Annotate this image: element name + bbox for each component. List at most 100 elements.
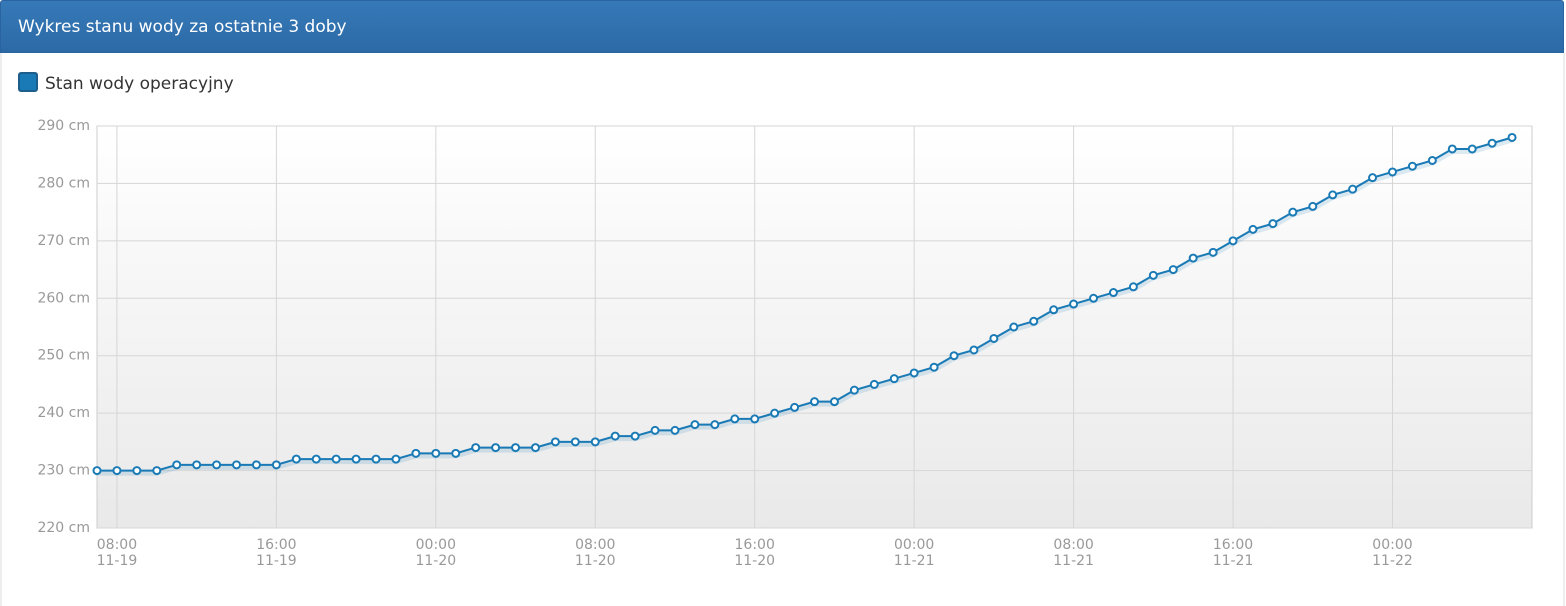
point: [929, 362, 939, 372]
point: [909, 368, 919, 378]
x-tick-label: 00:00: [416, 537, 456, 553]
point: [431, 448, 441, 458]
point: [1128, 282, 1138, 292]
legend-label[interactable]: Stan wody operacyjny: [45, 74, 234, 94]
point: [630, 431, 640, 441]
point: [152, 466, 162, 476]
point: [670, 425, 680, 435]
point: [710, 420, 720, 430]
x-tick-label: 11-21: [894, 553, 935, 569]
y-tick-label: 220 cm: [37, 520, 90, 536]
point: [849, 385, 859, 395]
x-tick-label: 11-22: [1372, 553, 1413, 569]
x-tick-label: 11-20: [575, 553, 616, 569]
x-tick-label: 11-19: [97, 553, 138, 569]
point: [351, 454, 361, 464]
point: [291, 454, 301, 464]
point: [1447, 144, 1457, 154]
x-tick-label: 00:00: [894, 537, 934, 553]
x-tick-label: 11-20: [415, 553, 456, 569]
point: [232, 460, 242, 470]
point: [590, 437, 600, 447]
x-tick-label: 00:00: [1372, 537, 1412, 553]
point: [1009, 322, 1019, 332]
point: [212, 460, 222, 470]
point: [1248, 224, 1258, 234]
point: [869, 379, 879, 389]
point: [810, 397, 819, 407]
x-tick-label: 08:00: [97, 537, 137, 553]
panel-header: Wykres stanu wody za ostatnie 3 doby: [0, 0, 1564, 53]
point: [1407, 161, 1417, 171]
y-tick-label: 260 cm: [37, 290, 90, 306]
point: [1427, 155, 1437, 165]
x-tick-label: 11-19: [256, 553, 297, 569]
point: [969, 345, 979, 355]
point: [770, 408, 780, 418]
point: [1148, 270, 1158, 280]
point: [610, 431, 620, 441]
point: [371, 454, 381, 464]
point: [391, 454, 401, 464]
point: [1228, 236, 1238, 246]
point: [1507, 132, 1517, 142]
point: [192, 460, 202, 470]
point: [511, 443, 521, 453]
point: [1069, 299, 1079, 309]
point: [271, 460, 281, 470]
point: [989, 333, 999, 343]
x-tick-label: 11-20: [734, 553, 775, 569]
point: [1368, 173, 1378, 183]
plot-background: [96, 125, 1533, 529]
point: [550, 437, 560, 447]
point: [251, 460, 261, 470]
point: [690, 420, 700, 430]
point: [650, 425, 660, 435]
legend-swatch[interactable]: [18, 72, 38, 92]
y-tick-label: 280 cm: [37, 175, 90, 191]
point: [1288, 207, 1298, 217]
point: [491, 443, 501, 453]
point: [1049, 305, 1059, 315]
point: [1467, 144, 1477, 154]
point: [311, 454, 321, 464]
x-tick-label: 16:00: [1213, 537, 1253, 553]
point: [790, 402, 800, 412]
point: [730, 414, 740, 424]
y-tick-label: 270 cm: [37, 233, 90, 249]
point: [1387, 167, 1397, 177]
point: [1029, 316, 1039, 326]
x-tick-label: 11-21: [1053, 553, 1094, 569]
point: [1168, 265, 1178, 275]
point: [889, 374, 899, 384]
y-tick-label: 290 cm: [37, 118, 90, 134]
x-tick-label: 16:00: [256, 537, 296, 553]
point: [112, 466, 122, 476]
y-tick-label: 250 cm: [37, 348, 90, 364]
y-tick-label: 240 cm: [37, 405, 90, 421]
point: [1328, 190, 1338, 200]
point: [92, 466, 102, 476]
x-tick-label: 08:00: [575, 537, 615, 553]
point: [1268, 219, 1278, 229]
point: [1089, 293, 1099, 303]
point: [172, 460, 182, 470]
point: [1208, 247, 1218, 257]
point: [471, 443, 481, 453]
x-tick-label: 08:00: [1053, 537, 1093, 553]
point: [451, 448, 461, 458]
point: [570, 437, 580, 447]
x-tick-label: 16:00: [735, 537, 775, 553]
point: [331, 454, 341, 464]
point: [530, 443, 540, 453]
point: [750, 414, 760, 424]
point: [1308, 201, 1318, 211]
point: [1348, 184, 1358, 194]
point: [949, 351, 959, 361]
point: [1108, 288, 1118, 298]
x-tick-label: 11-21: [1213, 553, 1254, 569]
point: [132, 466, 142, 476]
point: [411, 448, 421, 458]
